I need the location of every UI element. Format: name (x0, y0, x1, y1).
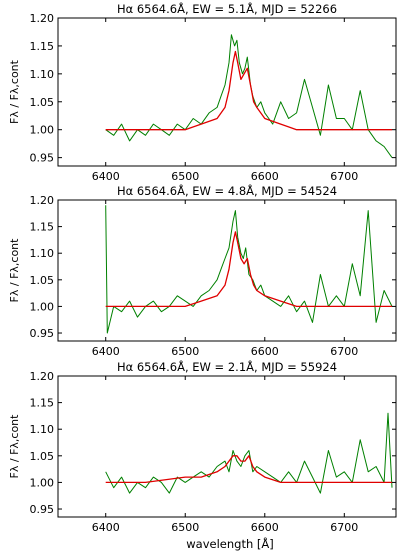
panel-1-title: Hα 6564.6Å, EW = 5.1Å, MJD = 52266 (117, 1, 337, 16)
x-tick-label: 6500 (171, 521, 199, 534)
y-tick-label: 0.95 (30, 503, 55, 516)
panel-2-y-axis-label: Fλ / Fλ,cont (8, 238, 21, 303)
y-tick-label: 0.95 (30, 327, 55, 340)
y-tick-label: 1.20 (30, 370, 55, 383)
panel-2-frame (57, 199, 397, 342)
y-tick-label: 1.00 (30, 300, 55, 313)
panel-3-title: Hα 6564.6Å, EW = 2.1Å, MJD = 55924 (117, 359, 337, 374)
x-tick-label: 6700 (330, 345, 358, 358)
y-tick-label: 1.15 (30, 221, 55, 234)
x-tick-label: 6400 (92, 345, 120, 358)
x-tick-label: 6700 (330, 521, 358, 534)
y-tick-label: 1.05 (30, 450, 55, 463)
y-tick-label: 1.00 (30, 124, 55, 137)
y-tick-label: 1.10 (30, 423, 55, 436)
x-tick-label: 6400 (92, 521, 120, 534)
y-tick-label: 1.05 (30, 96, 55, 109)
x-tick-label: 6400 (92, 170, 120, 183)
panel-1-model-line (105, 50, 392, 131)
panel-1-y-axis-label: Fλ / Fλ,cont (8, 59, 21, 124)
y-tick-label: 1.05 (30, 274, 55, 287)
y-tick-label: 1.15 (30, 397, 55, 410)
panel-3-observed-line (105, 412, 393, 494)
panel-3-model-line (105, 455, 392, 484)
x-tick-label: 6700 (330, 170, 358, 183)
panel-2-title: Hα 6564.6Å, EW = 4.8Å, MJD = 54524 (117, 183, 337, 198)
x-tick-label: 6600 (251, 521, 279, 534)
y-tick-label: 1.10 (30, 68, 55, 81)
x-tick-label: 6500 (171, 345, 199, 358)
panel-1-observed-line (105, 34, 393, 158)
panel-3-y-axis-label: Fλ / Fλ,cont (8, 414, 21, 479)
y-tick-label: 1.15 (30, 40, 55, 53)
y-tick-label: 1.20 (30, 194, 55, 207)
x-tick-label: 6600 (251, 345, 279, 358)
panel-2-model-line (105, 231, 392, 308)
y-tick-label: 1.20 (30, 12, 55, 25)
x-tick-label: 6500 (171, 170, 199, 183)
panel-1-frame (57, 17, 397, 167)
x-tick-label: 6600 (251, 170, 279, 183)
x-axis-label: wavelength [Å] (186, 536, 274, 551)
y-tick-label: 0.95 (30, 152, 55, 165)
y-tick-label: 1.10 (30, 247, 55, 260)
y-tick-label: 1.00 (30, 476, 55, 489)
panel-3-frame (57, 375, 397, 518)
